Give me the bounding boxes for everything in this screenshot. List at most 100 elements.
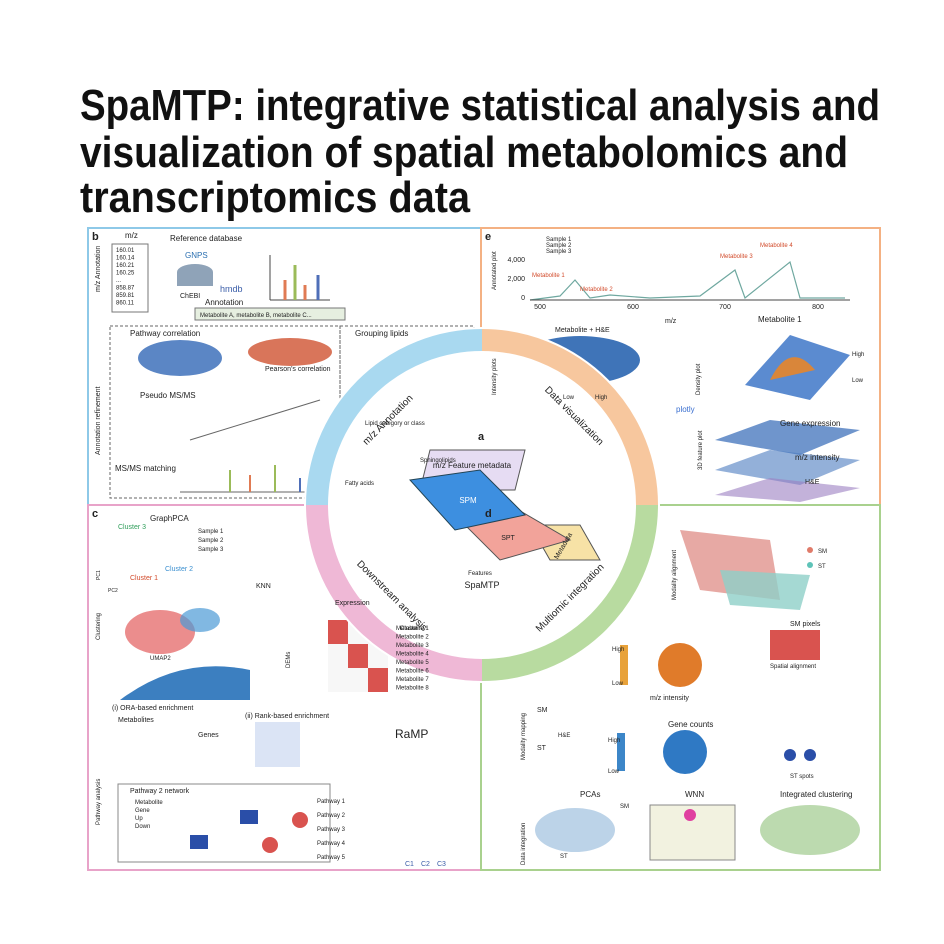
label: Metabolites	[118, 717, 154, 724]
label: Pathway 2 network	[130, 788, 190, 795]
label: Metabolite	[135, 800, 163, 806]
panel-letter: c	[92, 508, 98, 520]
pathway-label: Pathway 1	[317, 799, 346, 805]
label: Cluster 2	[165, 566, 193, 573]
pathway-label: Pathway 5	[317, 855, 346, 861]
axis	[189, 399, 321, 441]
mz-value: 858.87	[116, 286, 135, 292]
label: Annotation refinement	[95, 386, 102, 455]
umap-cluster	[125, 610, 195, 654]
label: Pathway correlation	[130, 329, 200, 338]
network-node	[190, 835, 208, 849]
umap-cluster	[180, 608, 220, 632]
label: H&E	[558, 733, 570, 739]
metabolite-label: Metabolite 4	[396, 652, 429, 658]
colorbar	[617, 733, 625, 771]
rank-heatmap	[255, 722, 300, 767]
label: Fatty acids	[345, 481, 374, 487]
label: 3D feature plot	[698, 430, 704, 470]
label: Sample 3	[546, 249, 572, 255]
label: PC1	[96, 570, 102, 580]
panel-letter: a	[478, 431, 485, 443]
metabolite-label: Metabolite 2	[396, 635, 429, 641]
ring-arc	[306, 504, 483, 681]
cluster-label: C2	[421, 861, 430, 868]
label: SM	[818, 549, 827, 555]
spectrum-axis	[269, 255, 330, 301]
mz-table	[111, 243, 149, 313]
label: Metabolite + H&E	[555, 327, 610, 334]
label: Cluster	[400, 626, 419, 632]
label: Spatial alignment	[770, 664, 816, 670]
label: Grouping lipids	[355, 329, 408, 338]
center-name: SpaMTP	[464, 580, 499, 590]
label: Cluster 1	[130, 575, 158, 582]
label: Sample 3	[198, 547, 224, 553]
label: Metabolite 4	[760, 243, 793, 249]
label: hmdb	[220, 284, 243, 294]
layer-label: SPT	[501, 535, 515, 542]
st-section	[720, 570, 810, 610]
database-icon	[177, 272, 213, 286]
label: High	[608, 738, 620, 744]
label: PCAs	[580, 790, 600, 799]
mz-value: ...	[116, 278, 121, 284]
3d-layer	[715, 478, 860, 502]
label: m/z	[125, 231, 138, 240]
label: Low	[612, 681, 624, 687]
layer-label: SPM	[459, 496, 477, 505]
cluster-tissue	[120, 666, 250, 700]
label: High	[612, 647, 624, 653]
label: Gene counts	[668, 720, 713, 729]
label: MS/MS matching	[115, 464, 176, 473]
colorbar	[620, 645, 628, 685]
label: Up	[135, 816, 143, 822]
cluster-label: C1	[405, 861, 414, 868]
metabolite-label: Metabolite 8	[396, 686, 429, 692]
label: m/z Annotation	[95, 246, 102, 292]
spm-layer	[409, 469, 527, 531]
label: Annotation	[205, 298, 243, 307]
label: WNN	[685, 790, 704, 799]
label: Sample 2	[198, 538, 224, 544]
label: ST spots	[790, 774, 814, 780]
label: Pearson's correlation	[265, 366, 331, 373]
st-spot	[804, 749, 816, 761]
label: Cluster 3	[118, 524, 146, 531]
annotation-box	[194, 307, 346, 321]
ring-arc	[481, 329, 658, 506]
cluster-cloud	[760, 805, 860, 855]
label: GraphPCA	[150, 514, 189, 523]
heatmap-cell	[348, 644, 368, 668]
label: Shiny	[838, 520, 858, 529]
heatmap-cell	[328, 620, 348, 644]
label: Pseudo MS/MS	[140, 391, 196, 400]
mz-value: 859.81	[116, 293, 135, 299]
label: Annotated plot	[492, 251, 498, 290]
label: ST	[537, 745, 547, 752]
label: Modality mapping	[521, 713, 527, 760]
metabolite-label: Metabolite 3	[396, 643, 429, 649]
label: Gene expression	[780, 419, 840, 428]
label: Down	[135, 824, 150, 830]
pca-cloud	[535, 808, 615, 852]
title-line: SpaMTP: integrative statistical analysis…	[80, 81, 880, 130]
pathway-label: Pathway 2	[317, 813, 346, 819]
network-node	[292, 812, 308, 828]
label: Expression	[335, 600, 370, 607]
intensity-tissue	[658, 643, 702, 687]
ring-arc	[306, 329, 483, 506]
mz-value: 160.21	[116, 263, 135, 269]
title-line: visualization of spatial metabolomics an…	[80, 128, 848, 177]
wnn-node	[684, 809, 696, 821]
pathway-label: Pathway 4	[317, 841, 346, 847]
label: plotly	[676, 405, 695, 414]
metabolite-label: Metabolite 7	[396, 677, 429, 683]
tick-label: 4,000	[507, 257, 525, 264]
label: Intensity plots	[492, 358, 498, 395]
label: Metabolite 2	[580, 287, 613, 293]
metabolite-label: Metabolite 1	[396, 626, 429, 632]
label: GNPS	[185, 251, 208, 260]
tissue-map	[138, 340, 222, 376]
label: KNN	[256, 583, 271, 590]
